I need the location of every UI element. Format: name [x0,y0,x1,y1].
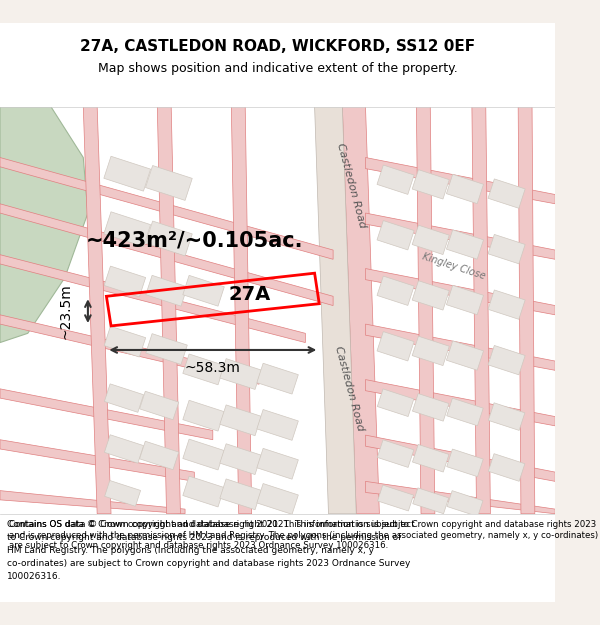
Bar [146,276,187,306]
Bar [257,484,298,514]
Bar [377,389,414,416]
Polygon shape [365,269,555,315]
Bar [220,359,262,389]
Text: to Crown copyright and database rights 2023 and is reproduced with the permissio: to Crown copyright and database rights 2… [7,533,402,542]
Bar [447,491,483,516]
Bar [413,488,449,514]
Bar [412,225,449,254]
Polygon shape [365,435,555,481]
Bar [446,341,484,370]
Polygon shape [365,379,555,426]
Text: ~58.3m: ~58.3m [185,361,241,375]
Bar [146,334,187,364]
Bar [257,409,298,441]
Bar [183,400,224,431]
Bar [104,212,151,247]
Bar [104,481,140,506]
Bar [488,179,525,208]
Polygon shape [83,107,111,514]
Bar [412,444,449,472]
Polygon shape [472,107,490,514]
Polygon shape [365,481,555,514]
Bar [257,363,298,394]
Bar [377,485,413,511]
Bar [140,441,179,470]
Bar [488,402,525,431]
Bar [412,394,449,421]
Text: co-ordinates) are subject to Crown copyright and database rights 2023 Ordnance S: co-ordinates) are subject to Crown copyr… [7,559,411,568]
Bar [377,165,414,194]
Bar [104,384,143,412]
Bar [488,290,525,319]
Text: HM Land Registry. The polygons (including the associated geometry, namely x, y: HM Land Registry. The polygons (includin… [7,546,374,555]
Text: Kingley Close: Kingley Close [421,252,486,282]
Polygon shape [0,158,333,259]
Polygon shape [365,324,555,371]
Text: 27A, CASTLEDON ROAD, WICKFORD, SS12 0EF: 27A, CASTLEDON ROAD, WICKFORD, SS12 0EF [80,39,475,54]
Polygon shape [416,107,435,514]
Bar [0,514,555,602]
Bar [220,479,262,510]
Polygon shape [0,491,185,514]
Polygon shape [157,107,181,514]
Bar [377,332,414,361]
Polygon shape [518,107,535,514]
Bar [488,454,525,481]
Bar [446,286,484,315]
Bar [377,221,414,250]
Bar [257,448,298,479]
Text: Castledon Road: Castledon Road [332,345,365,432]
Bar [220,405,262,436]
Bar [0,107,555,514]
Bar [220,444,262,474]
Polygon shape [0,204,333,306]
Bar [145,166,192,201]
Bar [488,346,525,375]
Bar [183,439,224,470]
Bar [140,391,179,420]
Polygon shape [314,107,356,514]
Bar [104,326,146,357]
Bar [183,476,224,507]
Polygon shape [0,440,194,481]
Bar [183,354,224,385]
Bar [377,440,414,468]
Polygon shape [0,315,259,384]
Bar [104,435,143,463]
Polygon shape [0,389,213,440]
Polygon shape [365,213,555,259]
Bar [183,276,224,306]
Bar [446,449,483,477]
Bar [488,234,525,264]
Bar [104,156,151,191]
Bar [145,221,192,256]
Text: Contains OS data © Crown copyright and database right 2021. This information is : Contains OS data © Crown copyright and d… [9,520,598,550]
Bar [446,174,484,204]
Polygon shape [0,254,305,342]
Bar [446,230,484,259]
Bar [104,266,146,297]
Bar [412,281,449,310]
Text: Map shows position and indicative extent of the property.: Map shows position and indicative extent… [98,62,457,75]
Polygon shape [232,107,251,514]
Text: Castledon Road: Castledon Road [335,142,368,229]
Text: Contains OS data © Crown copyright and database right 2021. This information is : Contains OS data © Crown copyright and d… [7,520,415,529]
Bar [446,398,483,426]
Text: 27A: 27A [229,285,271,304]
Polygon shape [0,107,88,342]
Bar [412,169,449,199]
Text: 100026316.: 100026316. [7,572,62,581]
Polygon shape [343,107,379,514]
Bar [377,276,414,306]
Text: ~423m²/~0.105ac.: ~423m²/~0.105ac. [86,231,303,251]
Bar [412,336,449,366]
Polygon shape [365,158,555,204]
Bar [0,23,555,107]
Text: ~23.5m: ~23.5m [58,283,72,339]
